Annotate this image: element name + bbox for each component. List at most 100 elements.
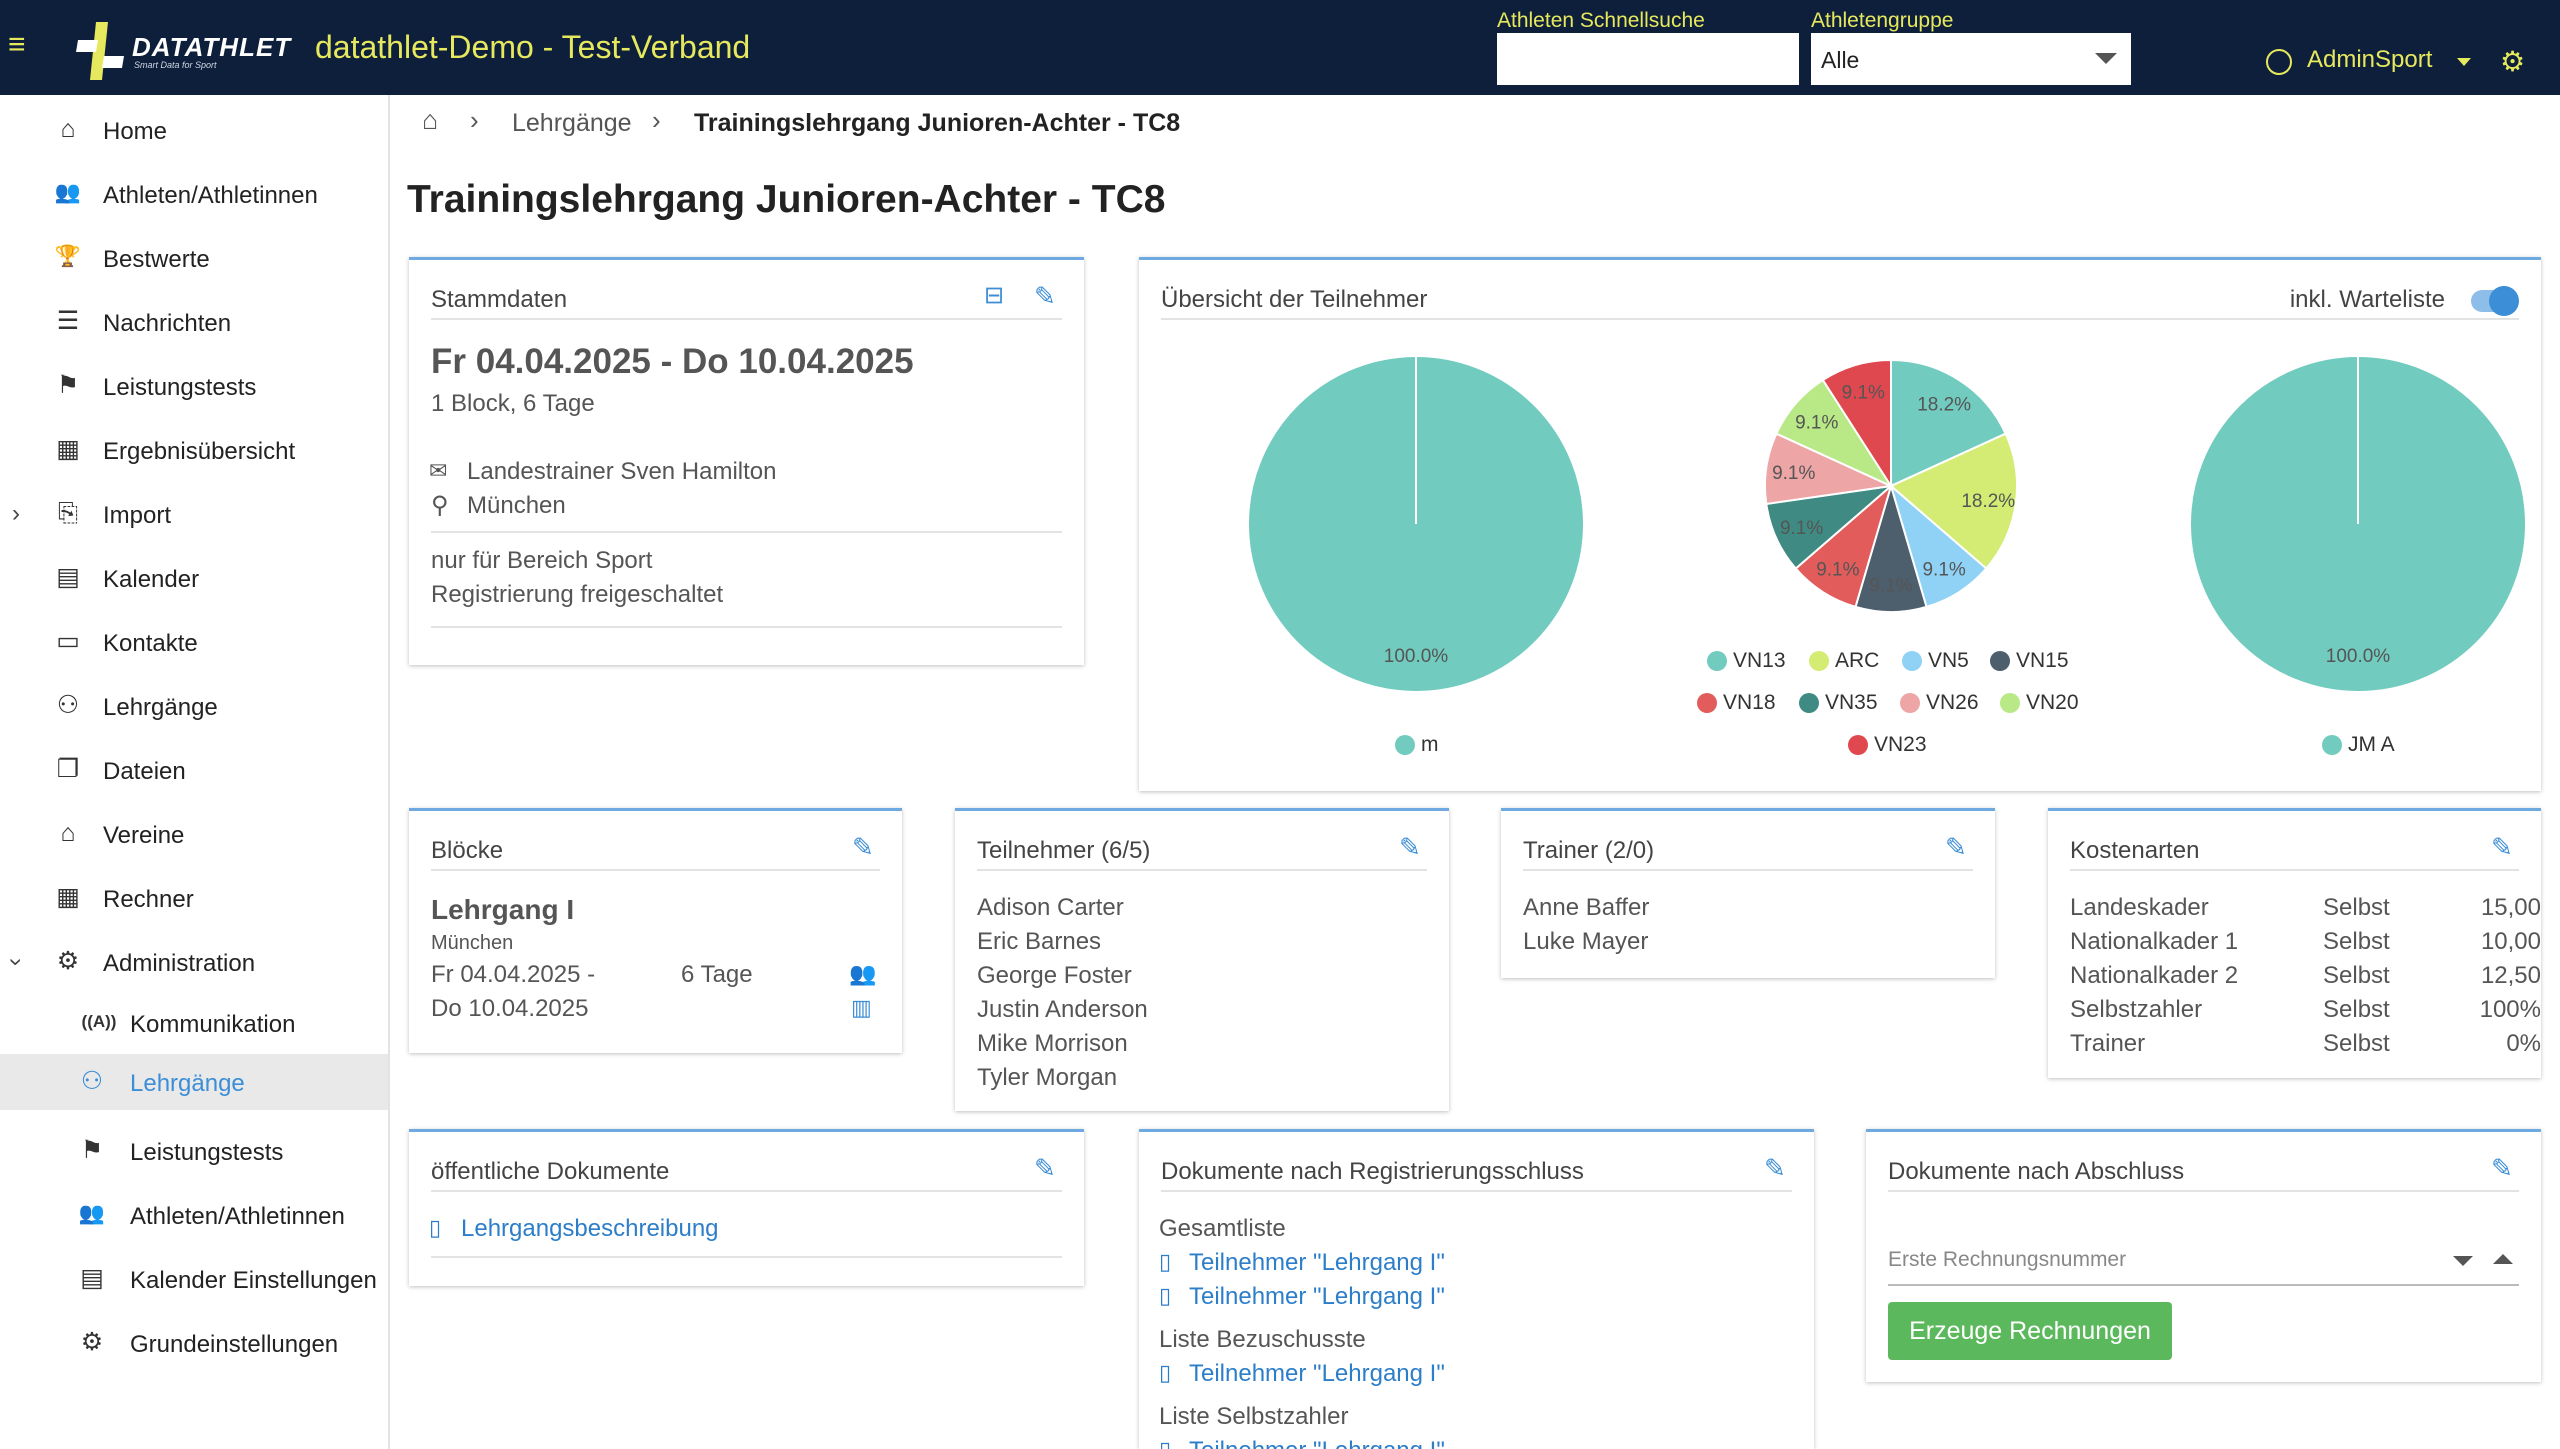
decrement-icon[interactable] [2453, 1256, 2473, 1266]
participant-name: Justin Anderson [977, 996, 1148, 1023]
sidebar-item-label: Ergebnisübersicht [103, 438, 296, 465]
sidebar-item-leistungstests[interactable]: ⚑ Leistungstests [0, 358, 388, 414]
edit-icon[interactable]: ✎ [1034, 1153, 1056, 1183]
cogs-icon: ⚙ [80, 1328, 104, 1356]
logo-mark-icon [76, 22, 124, 80]
datathlet-logo[interactable]: DATATHLET Smart Data for Sport [72, 18, 290, 82]
card-title: Blöcke [431, 837, 504, 864]
cost-type: Selbst [2323, 962, 2390, 989]
legend-dot [1848, 735, 1868, 755]
calendar-icon: ▤ [56, 563, 80, 591]
sidebar-item-administration[interactable]: › ⚙ Administration [0, 934, 388, 990]
document-link[interactable]: Teilnehmer "Lehrgang I" [1189, 1360, 1445, 1387]
legend-item[interactable]: VN20 [2000, 691, 2079, 715]
legend-item[interactable]: VN15 [1990, 649, 2069, 673]
sidebar-item-nachrichten[interactable]: ☰ Nachrichten [0, 294, 388, 350]
legend-item[interactable]: JM A [2322, 733, 2395, 757]
user-menu-caret-icon[interactable] [2457, 58, 2471, 66]
pie-slice-vn23[interactable] [1821, 358, 1892, 490]
trainer-name: Luke Mayer [1523, 928, 1649, 955]
archive-icon[interactable]: ⊟ [984, 282, 1005, 309]
pdf-file-icon: ▯ [429, 1215, 442, 1240]
sidebar-item-label: Leistungstests [103, 374, 257, 401]
users-icon[interactable]: 👥 [849, 961, 877, 986]
edit-icon[interactable]: ✎ [1399, 832, 1421, 862]
sidebar-subitem-leistungstests[interactable]: ⚑ Leistungstests [0, 1123, 388, 1179]
home-icon: ⌂ [60, 115, 76, 143]
generate-invoices-button[interactable]: Erzeuge Rechnungen [1888, 1302, 2172, 1360]
breadcrumb-lehrgaenge[interactable]: Lehrgänge [512, 109, 632, 137]
edit-icon[interactable]: ✎ [1764, 1153, 1786, 1183]
hamburger-menu-icon[interactable]: ≡ [8, 28, 26, 61]
athlete-quicksearch-input[interactable] [1497, 33, 1799, 85]
waitlist-toggle[interactable] [2471, 286, 2519, 316]
cogs-icon: ⚙ [56, 947, 80, 975]
divider [431, 1256, 1062, 1258]
sidebar-item-label: Home [103, 118, 168, 145]
legend-item[interactable]: VN35 [1799, 691, 1878, 715]
edit-icon[interactable]: ✎ [2491, 1153, 2513, 1183]
legend-dot [1900, 693, 1920, 713]
card-title: Stammdaten [431, 286, 568, 313]
sidebar-item-dateien[interactable]: ❐ Dateien [0, 742, 388, 798]
sidebar-item-kalender[interactable]: ▤ Kalender [0, 550, 388, 606]
edit-icon[interactable]: ✎ [1034, 281, 1056, 311]
breadcrumb-home-icon[interactable]: ⌂ [422, 105, 439, 135]
sidebar-subitem-kommunikation[interactable]: ((A)) Kommunikation [0, 995, 388, 1051]
cost-value: 0% [2506, 1030, 2541, 1057]
sidebar-subitem-lehrgaenge[interactable]: ⚇ Lehrgänge [0, 1054, 388, 1110]
edit-icon[interactable]: ✎ [1945, 832, 1967, 862]
sidebar-item-home[interactable]: ⌂ Home [0, 102, 388, 158]
legend-dot [1799, 693, 1819, 713]
legend-label: VN5 [1928, 649, 1969, 672]
user-circle-icon[interactable] [2266, 49, 2292, 75]
cost-value: 100% [2479, 996, 2541, 1023]
document-link[interactable]: Teilnehmer "Lehrgang I" [1189, 1249, 1445, 1276]
document-link[interactable]: Lehrgangsbeschreibung [461, 1215, 719, 1242]
legend-item[interactable]: m [1395, 733, 1439, 757]
sidebar-item-lehrgaenge[interactable]: ⚇ Lehrgänge [0, 678, 388, 734]
edit-icon[interactable]: ✎ [2491, 832, 2513, 862]
bar-chart-icon[interactable]: ▥ [851, 995, 872, 1020]
legend-label: VN35 [1825, 691, 1878, 714]
institution-icon: ⌂ [60, 819, 76, 847]
sidebar-item-import[interactable]: › ⎘ Import [0, 486, 388, 542]
edit-icon[interactable]: ✎ [852, 832, 874, 862]
legend-item[interactable]: VN5 [1902, 649, 1969, 673]
chevron-right-icon[interactable]: › [12, 500, 20, 527]
sidebar-subitem-grundeinstellungen[interactable]: ⚙ Grundeinstellungen [0, 1315, 388, 1371]
legend-item[interactable]: VN23 [1848, 733, 1927, 757]
document-link[interactable]: Teilnehmer "Lehrgang I" [1189, 1437, 1445, 1449]
card-title: Dokumente nach Abschluss [1888, 1158, 2185, 1185]
sidebar-item-ergebnisuebersicht[interactable]: ▦ Ergebnisübersicht [0, 422, 388, 478]
invoice-number-placeholder: Erste Rechnungsnummer [1888, 1248, 2127, 1271]
sidebar-item-vereine[interactable]: ⌂ Vereine [0, 806, 388, 862]
user-menu[interactable]: AdminSport [2307, 46, 2433, 73]
legend-item[interactable]: ARC [1809, 649, 1879, 673]
pie-slice-arc[interactable] [1889, 432, 2018, 570]
app-title: datathlet-Demo - Test-Verband [315, 29, 751, 65]
sidebar-item-rechner[interactable]: ▦ Rechner [0, 870, 388, 926]
pie-data-label: 9.1% [1780, 518, 1823, 539]
card-title: Kostenarten [2070, 837, 2200, 864]
document-link[interactable]: Teilnehmer "Lehrgang I" [1189, 1283, 1445, 1310]
athlete-group-label: Athletengruppe [1811, 9, 1954, 32]
legend-item[interactable]: VN18 [1697, 691, 1776, 715]
sidebar-item-athleten[interactable]: 👥 Athleten/Athletinnen [0, 166, 388, 222]
legend-item[interactable]: VN13 [1707, 649, 1786, 673]
settings-cogs-icon[interactable]: ⚙ [2500, 46, 2526, 77]
sidebar-subitem-kalender-einstellungen[interactable]: ▤ Kalender Einstellungen [0, 1251, 388, 1307]
sidebar-item-kontakte[interactable]: ▭ Kontakte [0, 614, 388, 670]
sidebar-item-bestwerte[interactable]: 🏆 Bestwerte [0, 230, 388, 286]
stammdaten-card: Stammdaten ⊟ ✎ Fr 04.04.2025 - Do 10.04.… [409, 257, 1084, 665]
card-title: Trainer (2/0) [1523, 837, 1655, 864]
chevron-down-icon[interactable]: › [3, 958, 30, 966]
pdf-file-icon: ▯ [1159, 1283, 1172, 1308]
athlete-group-select[interactable]: Alle [1811, 33, 2131, 85]
pie-slice-vn13[interactable] [1890, 358, 2007, 488]
increment-icon[interactable] [2493, 1254, 2513, 1264]
pie-data-label: 9.1% [1772, 463, 1815, 484]
sidebar-subitem-athleten[interactable]: 👥 Athleten/Athletinnen [0, 1187, 388, 1243]
invoice-number-input[interactable]: Erste Rechnungsnummer [1888, 1236, 2519, 1286]
legend-item[interactable]: VN26 [1900, 691, 1979, 715]
